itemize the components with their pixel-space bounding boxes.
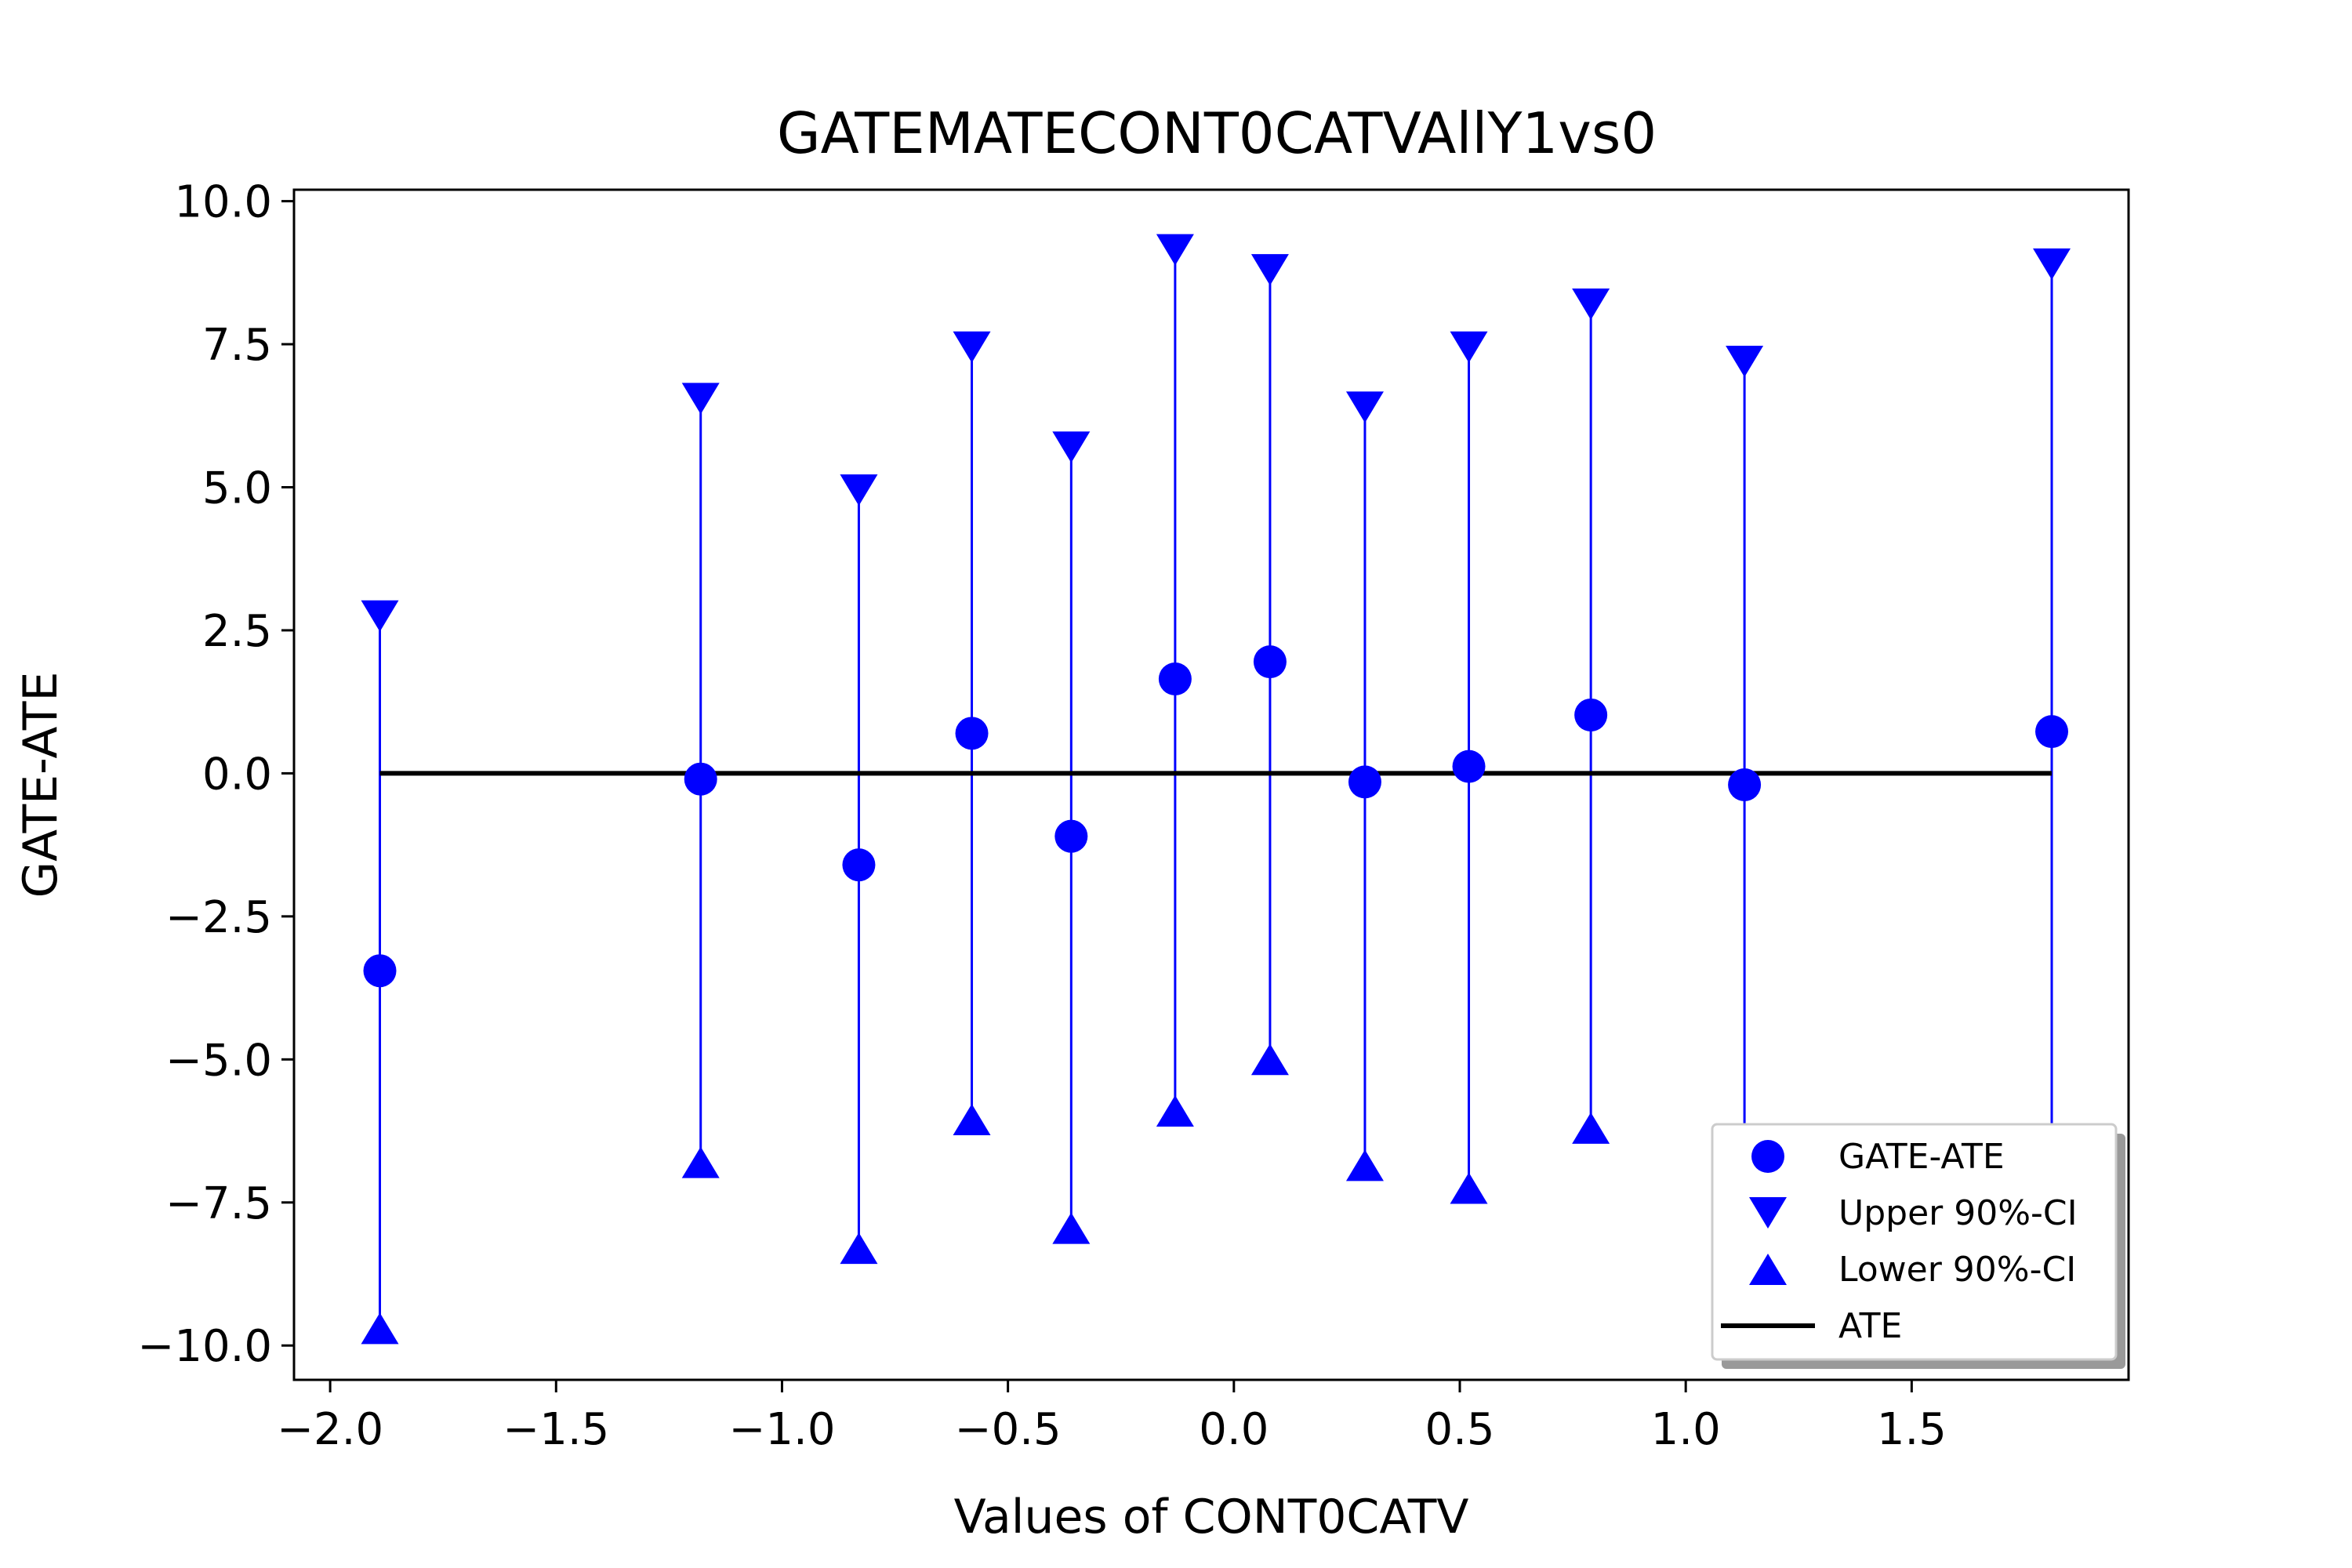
gate-ate-point bbox=[1253, 645, 1287, 679]
y-tick-label: −2.5 bbox=[165, 892, 272, 943]
legend-label: Upper 90%-CI bbox=[1838, 1193, 2078, 1233]
legend-label: Lower 90%-CI bbox=[1838, 1250, 2076, 1290]
upper-ci-point bbox=[1345, 391, 1384, 423]
gate-ate-point bbox=[842, 848, 876, 882]
gate-ate-point bbox=[1158, 662, 1192, 695]
gate-ate-point bbox=[1348, 765, 1381, 799]
lower-ci-point bbox=[840, 1232, 878, 1265]
legend-box bbox=[1711, 1123, 2118, 1361]
lower-ci-point bbox=[1156, 1094, 1194, 1127]
plot-frame bbox=[292, 188, 2130, 1381]
x-tick-label: −1.5 bbox=[503, 1404, 609, 1455]
y-tick-label: 0.0 bbox=[202, 749, 272, 800]
lower-ci-point bbox=[1572, 1112, 1610, 1144]
x-axis-label: Values of CONT0CATV bbox=[954, 1490, 1469, 1544]
gate-ate-point bbox=[363, 954, 397, 988]
upper-ci-point bbox=[1726, 345, 1764, 377]
lower-ci-point bbox=[1345, 1149, 1384, 1181]
lower-ci-point bbox=[361, 1312, 399, 1345]
x-tick-label: 0.5 bbox=[1425, 1404, 1494, 1455]
upper-ci-point bbox=[1450, 331, 1488, 363]
legend: GATE-ATE Upper 90%-CI Lower 90%-CI ATE bbox=[1711, 1123, 2125, 1369]
lower-ci-point bbox=[681, 1146, 720, 1178]
lower-ci-point bbox=[953, 1103, 991, 1135]
upper-ci-point bbox=[1156, 234, 1194, 266]
y-axis-label: GATE-ATE bbox=[13, 672, 68, 898]
y-tick-label: 5.0 bbox=[202, 463, 272, 514]
upper-ci-point bbox=[1052, 431, 1091, 463]
y-axis: 10.0 7.5 5.0 2.5 0.0 −2.5 −5.0 −7.5 −10.0 bbox=[137, 177, 294, 1372]
x-tick-label: 1.0 bbox=[1651, 1404, 1721, 1455]
lower-ci-point bbox=[1052, 1212, 1091, 1244]
gate-ate-point bbox=[1574, 698, 1608, 731]
x-tick-label: 0.0 bbox=[1199, 1404, 1269, 1455]
legend-lower-ci-marker bbox=[1749, 1254, 1787, 1285]
upper-ci-point bbox=[681, 383, 720, 415]
upper-ci-point bbox=[1572, 288, 1610, 320]
upper-ci-point bbox=[840, 474, 878, 506]
lower-ci-point bbox=[1450, 1172, 1488, 1204]
chart-title: GATEMATECONT0CATVAllY1vs0 bbox=[777, 100, 1657, 166]
legend-label: GATE-ATE bbox=[1838, 1137, 2005, 1177]
legend-label: ATE bbox=[1838, 1306, 1902, 1346]
upper-ci-point bbox=[361, 600, 399, 632]
lower-ci-point bbox=[1250, 1044, 1289, 1076]
x-tick-label: −1.0 bbox=[728, 1404, 835, 1455]
y-tick-label: −5.0 bbox=[165, 1035, 272, 1086]
legend-upper-ci-marker bbox=[1749, 1197, 1787, 1229]
plot-marks bbox=[361, 234, 2071, 1345]
y-tick-label: 2.5 bbox=[202, 606, 272, 657]
gate-ate-point bbox=[2035, 715, 2069, 749]
y-tick-label: 10.0 bbox=[174, 177, 272, 228]
gate-ate-point bbox=[1728, 768, 1762, 801]
upper-ci-point bbox=[953, 331, 991, 363]
gate-ate-point bbox=[955, 717, 989, 750]
y-tick-label: −10.0 bbox=[137, 1321, 272, 1372]
y-tick-label: 7.5 bbox=[202, 320, 272, 371]
legend-gate-ate-marker bbox=[1751, 1140, 1784, 1173]
x-tick-label: −2.0 bbox=[277, 1404, 383, 1455]
upper-ci-point bbox=[2033, 248, 2071, 280]
gate-ate-point bbox=[1452, 750, 1486, 783]
y-tick-label: −7.5 bbox=[165, 1178, 272, 1229]
x-tick-label: −0.5 bbox=[955, 1404, 1062, 1455]
x-tick-label: 1.5 bbox=[1877, 1404, 1947, 1455]
gate-ate-point bbox=[684, 762, 717, 796]
x-axis: −2.0 −1.5 −1.0 −0.5 0.0 0.5 1.0 1.5 bbox=[277, 1380, 1947, 1455]
gate-ate-point bbox=[1054, 819, 1088, 853]
upper-ci-point bbox=[1250, 254, 1289, 286]
